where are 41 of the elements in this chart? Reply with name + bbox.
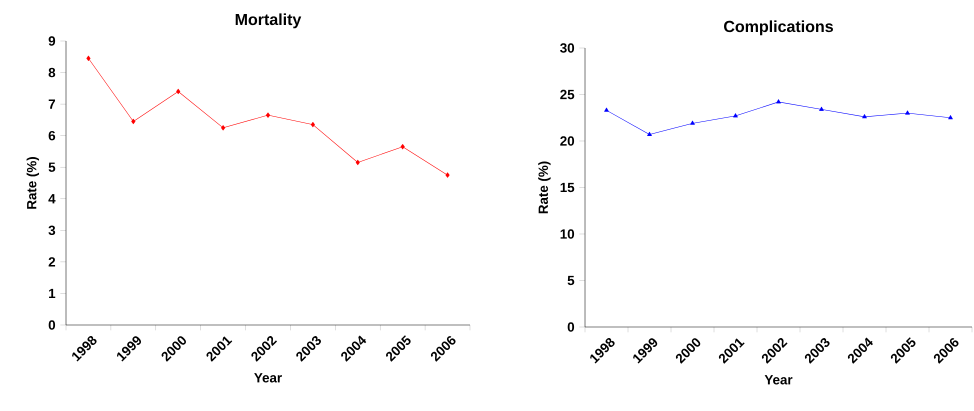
point (310, 122, 315, 128)
y-tick-label: 3 (48, 226, 56, 236)
y-axis-title: Rate (%) (26, 157, 40, 209)
point (400, 144, 405, 150)
y-tick-label: 5 (48, 162, 56, 172)
point (356, 160, 360, 166)
y-tick-label: 2 (48, 257, 56, 267)
point (86, 56, 91, 62)
y-tick-label: 6 (48, 130, 56, 140)
y-tick-label: 15 (560, 182, 574, 192)
y-tick-label: 8 (48, 68, 56, 78)
point (690, 120, 695, 125)
point (948, 115, 953, 120)
point (819, 106, 824, 111)
y-tick-label: 0 (48, 320, 56, 330)
y-tick-label: 9 (48, 36, 56, 46)
y-tick-label: 5 (568, 276, 574, 286)
chart-title: Mortality (236, 13, 302, 28)
point (905, 110, 910, 115)
y-tick-label: 0 (568, 322, 574, 332)
x-axis-title: Year (764, 375, 792, 384)
point (176, 88, 180, 94)
y-tick-label: 20 (560, 136, 574, 146)
y-tick-label: 30 (560, 43, 574, 53)
point (266, 112, 270, 118)
y-tick-label: 1 (49, 288, 56, 298)
y-axis-title: Rate (%) (538, 162, 551, 214)
point (647, 132, 652, 136)
point (445, 172, 450, 178)
x-axis-title: Year (254, 373, 282, 382)
y-tick-label: 7 (48, 100, 56, 109)
point (131, 118, 136, 124)
point (862, 114, 867, 118)
chart-title: Complications (724, 20, 833, 36)
point (776, 99, 781, 104)
point (733, 113, 738, 118)
y-tick-label: 10 (560, 229, 574, 239)
y-tick-label: 4 (48, 194, 56, 204)
y-tick-label: 25 (560, 90, 574, 100)
point (604, 108, 609, 112)
point (221, 125, 226, 130)
